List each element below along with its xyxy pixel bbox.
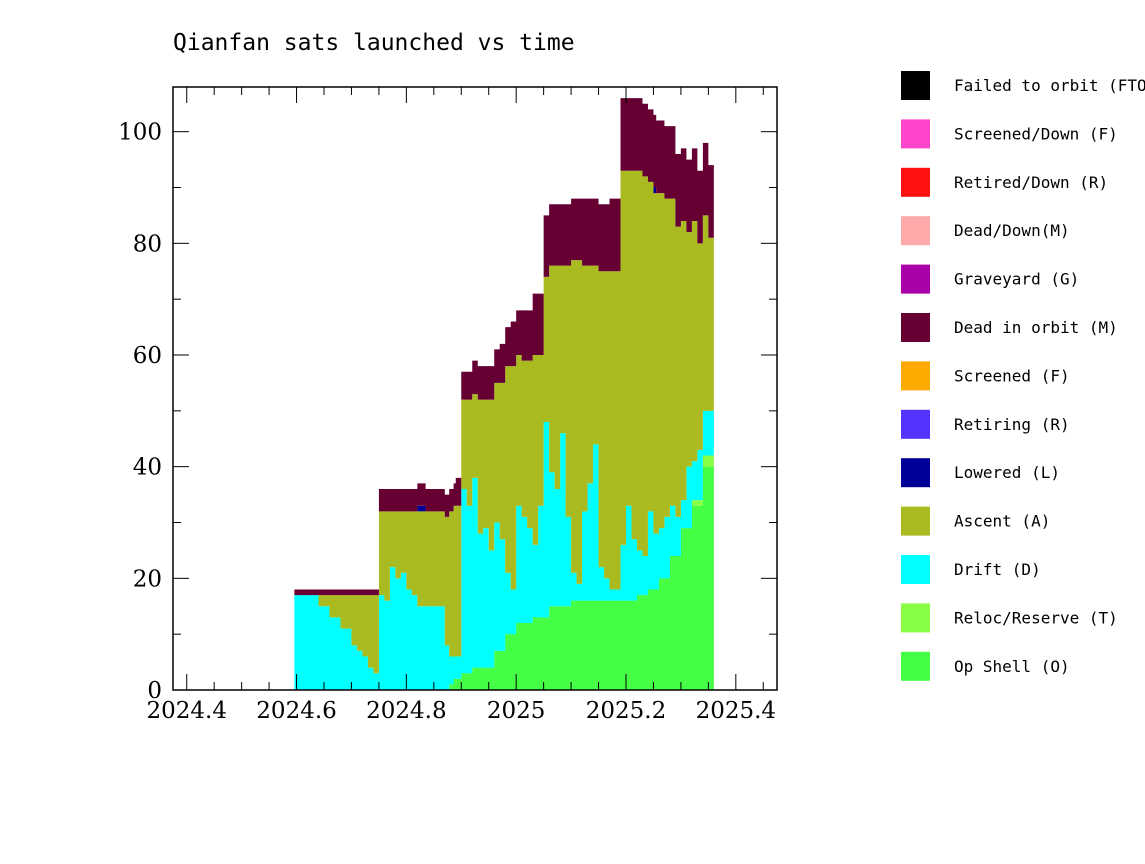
- series-area-op-shell-o: [294, 422, 714, 690]
- legend-swatch-ascent-a: [901, 506, 930, 536]
- legend-swatch-retiring-r: [901, 409, 930, 439]
- legend-swatch-dead-down-m: [901, 216, 930, 246]
- legend-label-ascent-a: Ascent (A): [954, 512, 1050, 531]
- legend-label-reloc-reserve-t: Reloc/Reserve (T): [954, 608, 1118, 627]
- y-tick-label: 0: [147, 678, 162, 704]
- x-tick-label: 2024.4: [146, 698, 226, 724]
- chart-title: Qianfan sats launched vs time: [173, 30, 575, 56]
- legend-label-failed-to-orbit-fto: Failed to orbit (FTO): [954, 76, 1145, 95]
- legend-label-retiring-r: Retiring (R): [954, 415, 1070, 434]
- legend-swatch-screened-down-f: [901, 119, 930, 149]
- legend-label-dead-down-m: Dead/Down(M): [954, 221, 1070, 240]
- x-tick-label: 2024.6: [256, 698, 336, 724]
- plot-frame: [172, 86, 778, 691]
- plot-area: [294, 98, 714, 690]
- legend-swatch-op-shell-o: [901, 651, 930, 681]
- y-tick-label: 60: [133, 343, 162, 369]
- x-tick-label: 2025: [487, 698, 546, 724]
- x-tick-label: 2025.4: [696, 698, 776, 724]
- legend-swatch-lowered-l: [901, 458, 930, 488]
- legend-label-graveyard-g: Graveyard (G): [954, 270, 1079, 289]
- axes: 2024.4 2024.6 2024.8 2025 2025.2 2025.4 0 20 40 6…: [118, 86, 778, 724]
- legend-label-lowered-l: Lowered (L): [954, 463, 1060, 482]
- legend-label-screened-f: Screened (F): [954, 366, 1070, 385]
- series-area-drift-d: [294, 310, 714, 690]
- legend-swatch-dead-in-orbit-m: [901, 313, 930, 342]
- series-area-ascent-a: [294, 170, 714, 674]
- y-tick-label: 20: [133, 566, 162, 592]
- y-tick-label: 80: [133, 231, 162, 257]
- x-tick-label: 2024.8: [366, 698, 446, 724]
- legend-swatch-graveyard-g: [901, 264, 930, 294]
- legend-label-dead-in-orbit-m: Dead in orbit (M): [954, 318, 1118, 337]
- legend: Failed to orbit (FTO) Screened/Down (F) Re…: [901, 71, 1145, 681]
- y-tick-label: 40: [133, 455, 162, 481]
- legend-swatch-drift-d: [901, 555, 930, 584]
- legend-swatch-screened-f: [901, 361, 930, 391]
- legend-label-screened-down-f: Screened/Down (F): [954, 124, 1118, 143]
- legend-label-retired-down-r: Retired/Down (R): [954, 173, 1108, 192]
- legend-swatch-retired-down-r: [901, 167, 930, 197]
- series-area-dead-in-orbit-m: [294, 98, 714, 596]
- legend-label-op-shell-o: Op Shell (O): [954, 657, 1070, 676]
- y-tick-label: 100: [118, 120, 162, 146]
- legend-swatch-reloc-reserve-t: [901, 603, 930, 633]
- x-tick-label: 2025.2: [586, 698, 666, 724]
- legend-label-drift-d: Drift (D): [954, 560, 1041, 579]
- legend-swatch-failed-to-orbit-fto: [901, 71, 930, 100]
